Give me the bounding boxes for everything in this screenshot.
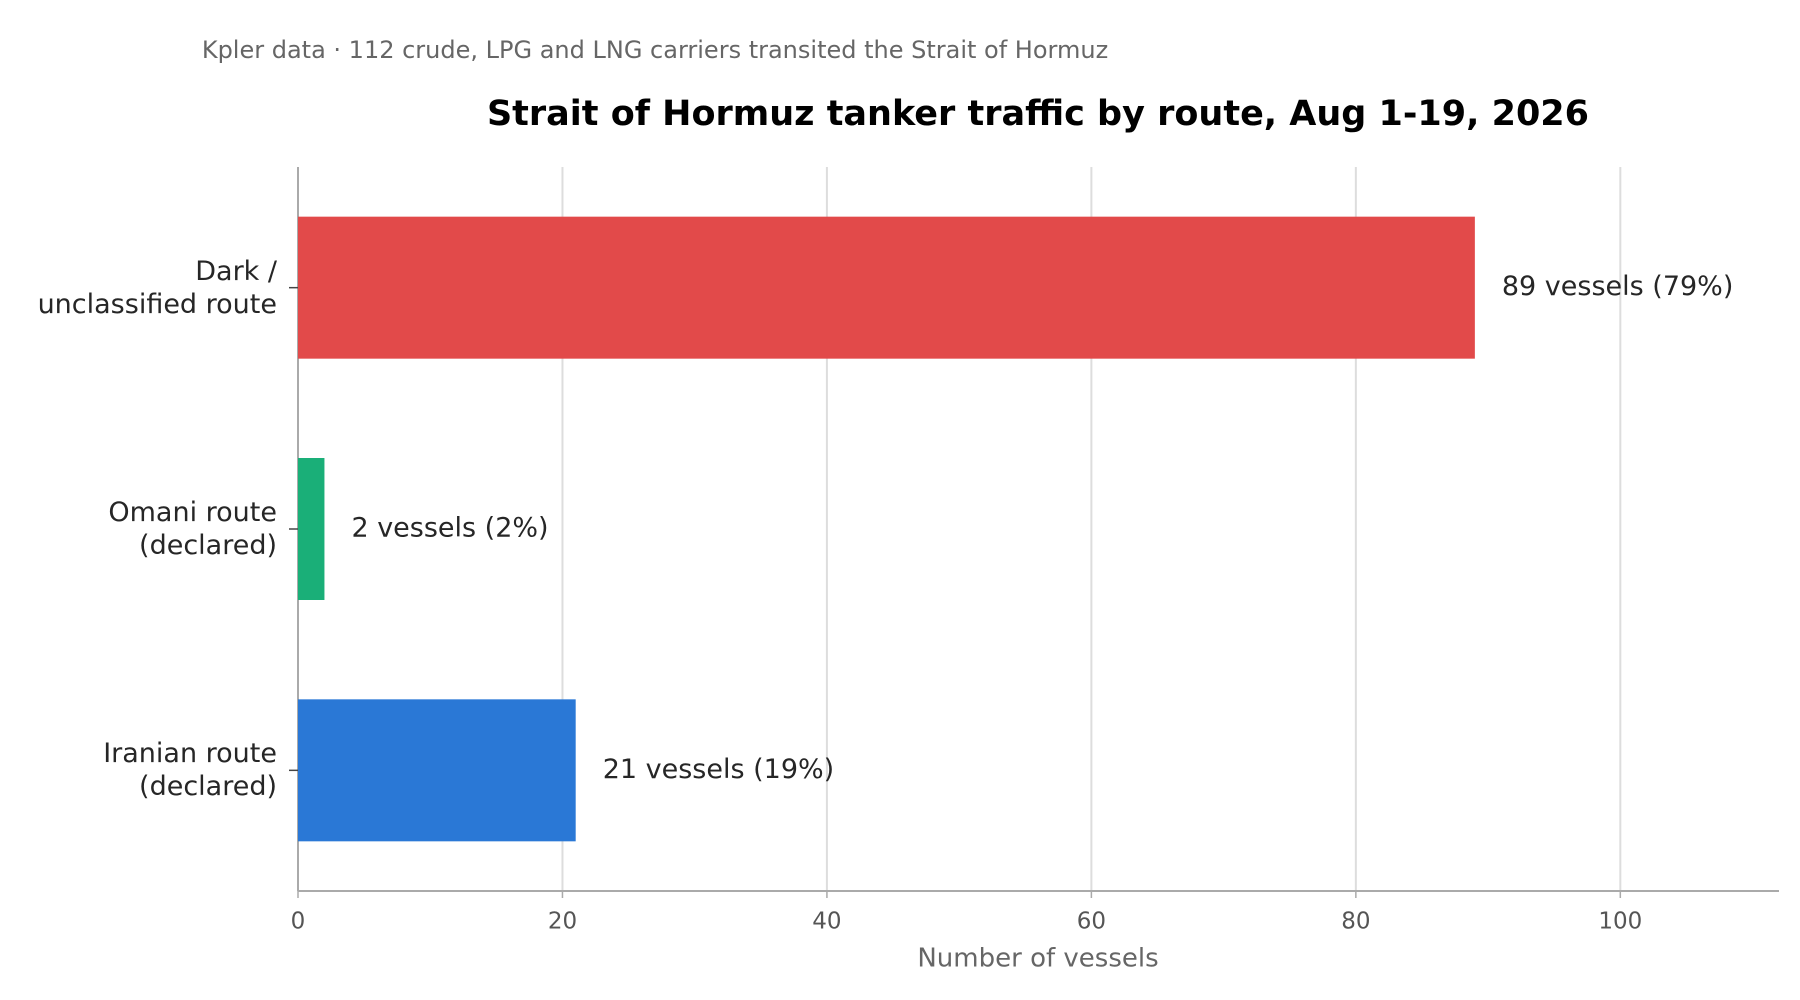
x-tick-label: 20 (548, 909, 577, 935)
x-axis-label: Number of vessels (917, 944, 1158, 974)
value-label: 2 vessels (2%) (351, 513, 548, 544)
bar (298, 216, 1475, 359)
x-tick-label: 40 (812, 909, 841, 935)
y-tick-label: Dark / unclassified route (37, 255, 277, 320)
y-tick-label: Omani route (declared) (108, 497, 277, 561)
x-tick-label: 60 (1077, 909, 1106, 935)
chart-subtitle: Kpler data · 112 crude, LPG and LNG carr… (202, 36, 1108, 64)
y-tick-label: Iranian route (declared) (103, 738, 277, 803)
value-label: 89 vessels (79%) (1502, 271, 1734, 302)
chart-title: Strait of Hormuz tanker traffic by route… (487, 94, 1589, 134)
x-tick-label: 100 (1598, 909, 1642, 935)
x-tick-label: 80 (1341, 909, 1370, 935)
value-label: 21 vessels (19%) (603, 754, 835, 785)
bar (298, 458, 325, 600)
x-tick-label: 0 (291, 909, 306, 935)
bar (298, 699, 576, 842)
